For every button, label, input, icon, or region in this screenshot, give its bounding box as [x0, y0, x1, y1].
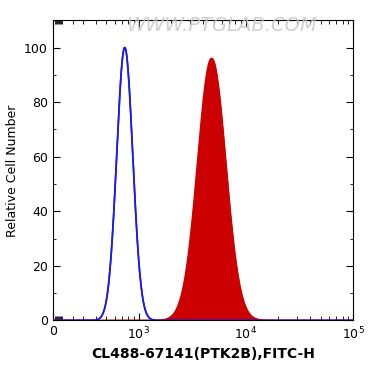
- X-axis label: CL488-67141(PTK2B),FITC-H: CL488-67141(PTK2B),FITC-H: [91, 348, 315, 361]
- Text: WWW.PTGLAB.COM: WWW.PTGLAB.COM: [127, 16, 317, 35]
- Y-axis label: Relative Cell Number: Relative Cell Number: [6, 104, 18, 236]
